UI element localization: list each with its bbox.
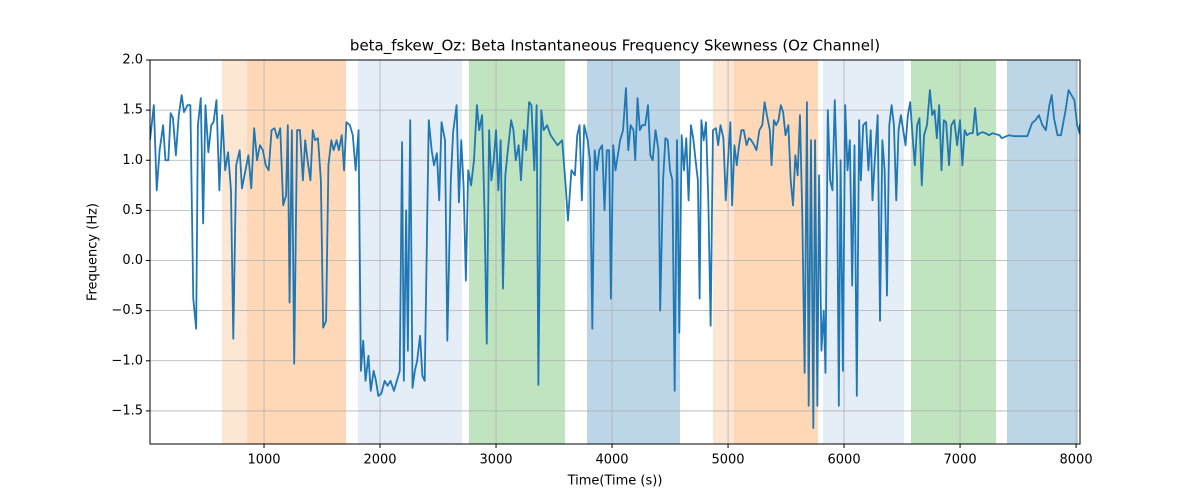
x-tick-label: 8000 bbox=[1060, 453, 1093, 468]
ticks: 1000 2000 3000 4000 5000 6000 7000 8000 −1.5 −1.0… bbox=[111, 53, 1092, 468]
x-tick-label: 3000 bbox=[479, 453, 512, 468]
lines bbox=[150, 87, 1080, 429]
shaded-span bbox=[910, 60, 997, 444]
y-tick-label: 0.0 bbox=[122, 253, 143, 268]
plot-frame bbox=[149, 59, 1081, 445]
shaded-span bbox=[469, 60, 566, 444]
x-tick-label: 7000 bbox=[944, 453, 977, 468]
shaded-span bbox=[246, 60, 347, 444]
shaded-span bbox=[1007, 60, 1079, 444]
data-line bbox=[150, 87, 1080, 429]
y-tick-label: −1.0 bbox=[111, 353, 143, 368]
x-tick-label: 2000 bbox=[363, 453, 396, 468]
x-axis-label: Time(Time (s)) bbox=[567, 474, 663, 489]
shaded-span bbox=[712, 60, 734, 444]
x-tick-label: 4000 bbox=[595, 453, 628, 468]
y-tick-label: 1.0 bbox=[122, 153, 143, 168]
y-tick-label: 2.0 bbox=[122, 53, 143, 68]
y-tick-label: 1.5 bbox=[122, 103, 143, 118]
x-tick-label: 6000 bbox=[828, 453, 861, 468]
x-tick-label: 5000 bbox=[711, 453, 744, 468]
y-tick-label: −0.5 bbox=[111, 303, 143, 318]
y-tick-label: −1.5 bbox=[111, 403, 143, 418]
y-tick-label: 0.5 bbox=[122, 203, 143, 218]
spans bbox=[222, 60, 1079, 444]
chart-title: beta_fskew_Oz: Beta Instantaneous Freque… bbox=[350, 37, 880, 56]
y-axis-label: Frequency (Hz) bbox=[86, 203, 101, 301]
shaded-span bbox=[586, 60, 681, 444]
x-tick-label: 1000 bbox=[247, 453, 280, 468]
